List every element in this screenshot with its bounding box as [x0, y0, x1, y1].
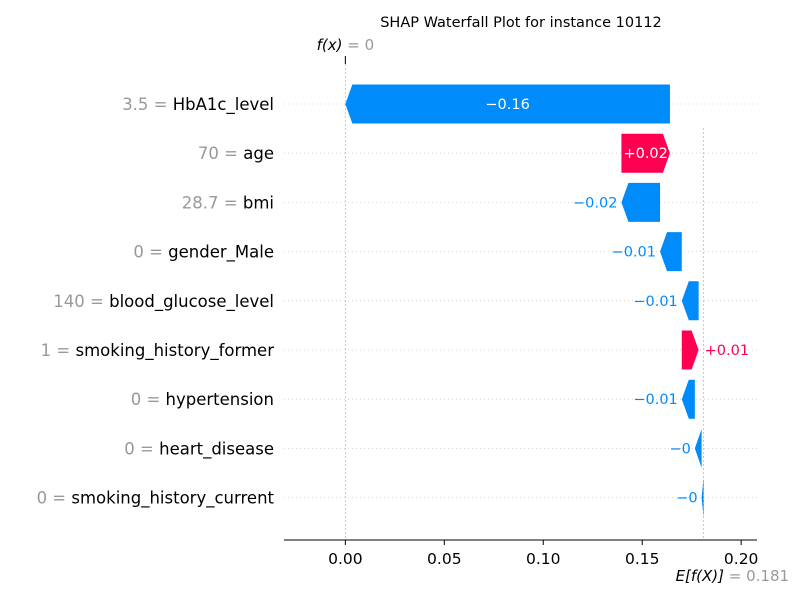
feature-name: hypertension	[166, 390, 274, 409]
fx-equals: =	[342, 36, 364, 54]
feature-value: 70	[198, 144, 219, 163]
x-tick-label: 0.10	[526, 550, 561, 568]
bar-value-label: −0.01	[633, 392, 677, 408]
negative-bar	[701, 478, 704, 518]
feature-label: 140 = blood_glucose_level	[53, 292, 274, 312]
negative-bar	[345, 84, 670, 124]
ex-annotation: E[f(X)] = 0.181	[676, 567, 790, 585]
chart-title: SHAP Waterfall Plot for instance 10112	[380, 15, 662, 31]
feature-label: 70 = age	[198, 144, 274, 163]
x-tick-label: 0.05	[427, 550, 462, 568]
bar-value-label: +0.02	[623, 146, 667, 162]
label-layer: 3.5 = HbA1c_level −0.16 70 = age +0.02 28.7 …	[37, 95, 749, 509]
grid-layer	[284, 56, 757, 540]
negative-bar	[681, 379, 695, 419]
x-axis: 0.00 0.05 0.10 0.15 0.20	[284, 539, 759, 568]
feature-equals: =	[148, 95, 172, 114]
feature-value: 0	[37, 489, 48, 508]
feature-name: gender_Male	[168, 243, 274, 263]
feature-equals: =	[219, 144, 243, 163]
bar-value-label: −0.01	[612, 245, 656, 261]
ex-value: 0.181	[746, 567, 789, 585]
bar-value-label: −0	[669, 441, 690, 457]
bar-value-label: +0.01	[705, 343, 749, 359]
positive-bar	[681, 330, 699, 370]
feature-label: 0 = smoking_history_current	[37, 489, 275, 509]
ex-equals: =	[724, 567, 746, 585]
feature-equals: =	[144, 243, 168, 262]
feature-label: 0 = hypertension	[131, 390, 274, 409]
bar-value-label: −0.02	[573, 195, 617, 211]
feature-value: 140	[53, 292, 85, 311]
feature-label: 0 = gender_Male	[133, 243, 274, 263]
feature-value: 0	[131, 390, 142, 409]
feature-value: 1	[41, 341, 52, 360]
negative-bar	[681, 281, 699, 321]
feature-equals: =	[219, 193, 243, 212]
x-tick-label: 0.00	[328, 550, 363, 568]
bar-value-label: −0.16	[485, 97, 529, 113]
feature-name: age	[243, 144, 274, 163]
feature-name: smoking_history_current	[71, 489, 274, 509]
feature-equals: =	[141, 390, 165, 409]
fx-label: f(x) = 0	[317, 36, 375, 54]
feature-equals: =	[135, 439, 159, 458]
x-tick-label: 0.20	[724, 550, 759, 568]
fx-annotation: f(x) = 0	[317, 36, 375, 64]
feature-value: 28.7	[182, 193, 219, 212]
feature-name: smoking_history_former	[76, 341, 275, 361]
ex-label: E[f(X)] = 0.181	[676, 567, 790, 585]
feature-value: 0	[124, 439, 135, 458]
x-tick-label: 0.15	[625, 550, 660, 568]
feature-label: 28.7 = bmi	[182, 193, 274, 212]
negative-bar	[660, 232, 682, 272]
feature-label: 1 = smoking_history_former	[41, 341, 275, 361]
fx-value: 0	[365, 36, 375, 54]
feature-value: 0	[133, 243, 144, 262]
fx-symbol: f(x)	[317, 36, 343, 54]
feature-equals: =	[51, 341, 75, 360]
feature-label: 0 = heart_disease	[124, 439, 274, 459]
feature-name: HbA1c_level	[173, 95, 274, 115]
feature-equals: =	[85, 292, 109, 311]
bar-value-label: −0	[676, 491, 697, 507]
feature-name: blood_glucose_level	[109, 292, 274, 312]
feature-label: 3.5 = HbA1c_level	[122, 95, 274, 115]
feature-value: 3.5	[122, 95, 148, 114]
feature-equals: =	[47, 489, 71, 508]
positive-bar	[621, 133, 670, 173]
negative-bar	[694, 428, 702, 468]
bar-layer	[345, 84, 704, 518]
ex-symbol: E[f(X)]	[676, 567, 725, 585]
negative-bar	[621, 182, 661, 222]
feature-name: bmi	[243, 193, 274, 212]
feature-name: heart_disease	[159, 439, 274, 459]
bar-value-label: −0.01	[633, 294, 677, 310]
